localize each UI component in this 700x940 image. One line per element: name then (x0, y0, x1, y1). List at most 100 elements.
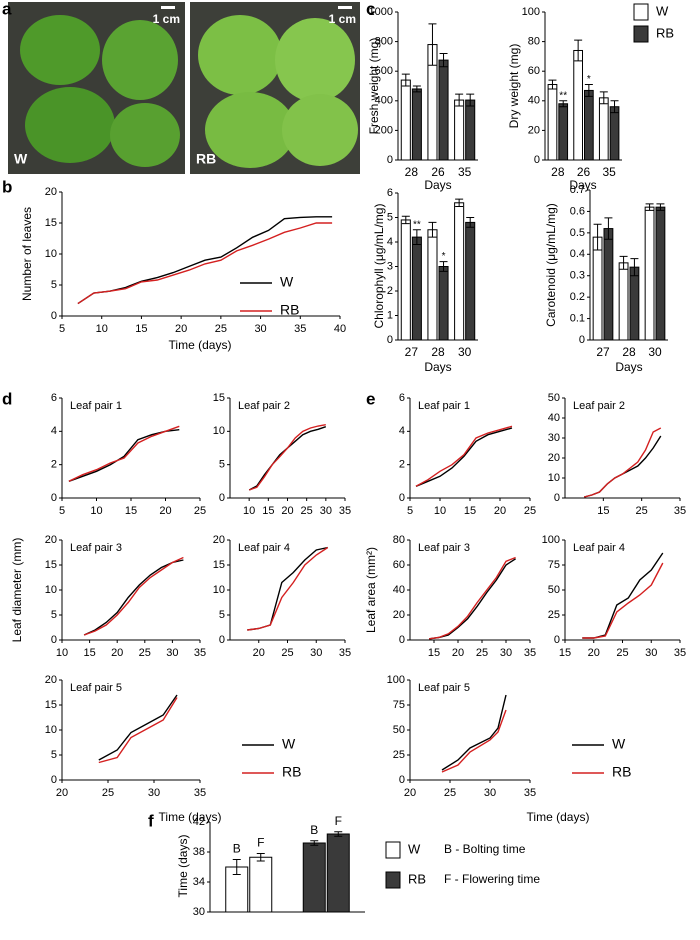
legend-swatch (385, 871, 401, 889)
bar (400, 79, 411, 161)
y-tick-label: 4 (399, 425, 405, 437)
x-tick-label: 20 (452, 647, 464, 659)
x-tick-label: 30 (310, 647, 322, 659)
x-tick-label: 26 (577, 165, 591, 179)
bar (438, 266, 449, 341)
x-tick-label: 5 (59, 323, 65, 335)
y-tick-label: 0 (399, 774, 405, 786)
series-line (441, 694, 507, 771)
x-axis-label: Days (424, 360, 451, 374)
x-axis-label: Days (424, 178, 451, 192)
panel-label: c (366, 0, 375, 18)
x-tick-label: 30 (254, 323, 266, 335)
y-tick-label: 6 (51, 392, 57, 404)
y-tick-label: 2 (51, 459, 57, 471)
series-line (441, 709, 507, 773)
y-tick-label: 42 (193, 816, 205, 828)
y-axis-label: Leaf diameter (mm) (10, 538, 24, 643)
x-tick-label: 30 (645, 647, 657, 659)
y-tick-label: 0 (387, 334, 393, 346)
panel-label: a (2, 0, 12, 18)
chart-title: Leaf pair 2 (238, 400, 290, 412)
x-tick-label: 28 (431, 345, 445, 359)
y-tick-label: 50 (393, 724, 405, 736)
y-tick-label: 100 (387, 674, 405, 686)
x-tick-label: 25 (281, 647, 293, 659)
y-tick-label: 25 (393, 749, 405, 761)
y-axis-label: Fresh weight (mg) (367, 38, 381, 135)
bar-label: B (233, 842, 241, 856)
y-tick-label: 20 (213, 534, 225, 546)
x-tick-label: 15 (125, 505, 137, 517)
error-bar (412, 229, 421, 245)
y-tick-label: 0.2 (570, 291, 585, 303)
x-tick-label: 35 (458, 165, 472, 179)
error-bar (559, 100, 568, 108)
legend-label: W (612, 736, 626, 752)
error-bar (428, 23, 437, 66)
chart-title: Leaf pair 3 (70, 542, 122, 554)
error-bar (439, 52, 448, 68)
chart-title: Leaf pair 4 (238, 542, 290, 554)
y-tick-label: 0.5 (570, 227, 585, 239)
x-tick-label: 26 (431, 165, 445, 179)
y-tick-label: 0 (51, 774, 57, 786)
chart-title: Leaf pair 3 (418, 542, 470, 554)
x-tick-label: 5 (407, 505, 413, 517)
legend-swatch (385, 841, 401, 859)
plant (25, 87, 115, 163)
error-bar (401, 73, 410, 87)
y-tick-label: 2 (387, 285, 393, 297)
y-tick-label: 75 (548, 559, 560, 571)
y-tick-label: 15 (45, 217, 57, 229)
error-bar (232, 859, 241, 875)
y-axis-label: Time (days) (176, 835, 190, 898)
y-tick-label: 10 (45, 584, 57, 596)
y-tick-label: 1 (387, 309, 393, 321)
bar (302, 842, 326, 913)
y-tick-label: 25 (548, 609, 560, 621)
x-tick-label: 15 (428, 647, 440, 659)
x-tick-label: 10 (96, 323, 108, 335)
x-tick-label: 28 (551, 165, 565, 179)
series-line (77, 222, 333, 305)
series-line (247, 546, 329, 631)
x-tick-label: 25 (215, 323, 227, 335)
x-tick-label: 35 (339, 505, 351, 517)
x-tick-label: 15 (135, 323, 147, 335)
x-tick-label: 15 (83, 647, 95, 659)
y-tick-label: 30 (548, 432, 560, 444)
x-tick-label: 5 (59, 505, 65, 517)
y-tick-label: 0.7 (570, 184, 585, 196)
error-bar (610, 100, 619, 114)
series-line (582, 562, 664, 639)
y-tick-label: 4 (387, 236, 393, 248)
x-tick-label: 10 (90, 505, 102, 517)
x-tick-label: 20 (404, 787, 416, 799)
y-tick-label: 0 (219, 492, 225, 504)
x-axis-label: Days (615, 360, 642, 374)
chart-title: Leaf pair 5 (418, 682, 470, 694)
chart-title: Leaf pair 1 (418, 400, 470, 412)
x-tick-label: 20 (56, 787, 68, 799)
y-tick-label: 40 (393, 584, 405, 596)
x-tick-label: 30 (458, 345, 472, 359)
legend-label: W (282, 736, 296, 752)
legend-label: RB (656, 25, 674, 40)
y-tick-label: 20 (548, 452, 560, 464)
y-tick-label: 0 (579, 334, 585, 346)
bar (465, 221, 476, 341)
y-tick-label: 0.4 (570, 248, 585, 260)
series-line (415, 425, 513, 487)
y-tick-label: 0 (51, 492, 57, 504)
bar (618, 262, 629, 341)
photo-label: W (14, 151, 28, 167)
x-tick-label: 35 (194, 787, 206, 799)
y-tick-label: 0 (554, 492, 560, 504)
y-tick-label: 15 (45, 699, 57, 711)
chart-title: Leaf pair 1 (70, 400, 122, 412)
x-tick-label: 35 (524, 647, 536, 659)
bar (598, 97, 609, 161)
bar (584, 89, 594, 161)
error-bar (604, 217, 613, 240)
